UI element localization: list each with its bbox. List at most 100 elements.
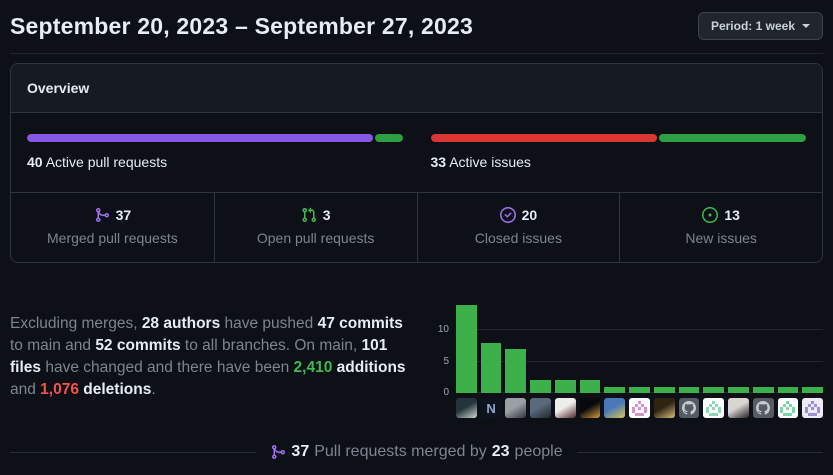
summary-segment: deletions bbox=[83, 381, 152, 398]
open-pull-requests-segment bbox=[374, 134, 403, 142]
commit-bar bbox=[703, 386, 725, 393]
summary-segment: to all branches. On main, bbox=[180, 337, 362, 354]
people-text: people bbox=[514, 443, 563, 460]
stat-label: Open pull requests bbox=[256, 230, 375, 246]
stat-open-pull-requests: 3 Open pull requests bbox=[213, 193, 417, 262]
commit-bar bbox=[579, 380, 601, 393]
author-avatars: N bbox=[456, 398, 824, 418]
stat-label: Merged pull requests bbox=[47, 230, 178, 246]
commit-bar bbox=[505, 349, 527, 393]
author-avatar[interactable] bbox=[554, 398, 576, 418]
summary-segment: 1,076 bbox=[40, 381, 79, 398]
active-pull-requests-text: Active pull requests bbox=[45, 154, 168, 170]
pull-requests-meter-block: 40 Active pull requests bbox=[27, 134, 403, 170]
summary-segment: to main and bbox=[10, 337, 96, 354]
issues-meter bbox=[430, 134, 806, 142]
people-count: 23 bbox=[491, 443, 510, 460]
author-avatar[interactable] bbox=[777, 398, 799, 418]
active-pull-requests-count: 40 bbox=[27, 154, 43, 170]
git-merge-icon bbox=[95, 207, 109, 223]
activity-section: Excluding merges, 28 authors have pushed… bbox=[10, 296, 824, 418]
page-header: September 20, 2023 – September 27, 2023 … bbox=[10, 0, 823, 54]
author-avatar[interactable]: N bbox=[480, 398, 502, 418]
merged-count: 37 bbox=[291, 443, 310, 460]
commit-bar bbox=[777, 386, 799, 393]
period-dropdown-label: Period: 1 week bbox=[710, 19, 795, 33]
commit-bar bbox=[480, 342, 502, 393]
active-issues-count: 33 bbox=[430, 154, 447, 170]
issue-opened-icon bbox=[702, 207, 719, 223]
active-issues-text: Active issues bbox=[449, 154, 531, 170]
author-avatar[interactable] bbox=[728, 398, 749, 418]
new-issues-segment bbox=[658, 134, 806, 142]
author-avatar[interactable] bbox=[530, 398, 551, 418]
commit-bar bbox=[678, 386, 700, 393]
commit-bar bbox=[728, 386, 749, 393]
divider-line bbox=[10, 451, 257, 453]
author-avatar[interactable] bbox=[752, 398, 774, 418]
merged-by-row: 37 Pull requests merged by 23 people bbox=[10, 443, 824, 461]
author-avatar[interactable] bbox=[653, 398, 675, 418]
chevron-down-icon bbox=[802, 24, 810, 28]
summary-segment: and bbox=[10, 381, 41, 398]
stats-row: 37 Merged pull requests 3 Open pull requ… bbox=[11, 192, 822, 262]
stat-value: 20 bbox=[521, 207, 538, 223]
author-avatar[interactable] bbox=[802, 398, 824, 418]
gridline bbox=[456, 360, 823, 362]
commit-bar bbox=[554, 380, 576, 393]
issues-meter-block: 33 Active issues bbox=[430, 134, 807, 170]
commit-bar bbox=[802, 386, 824, 393]
git-pull-request-icon bbox=[302, 207, 316, 223]
bars bbox=[456, 296, 824, 393]
gridline bbox=[456, 329, 823, 331]
stat-merged-pull-requests: 37 Merged pull requests bbox=[11, 193, 214, 262]
author-avatar[interactable] bbox=[629, 398, 650, 418]
stat-value: 37 bbox=[115, 207, 132, 223]
summary-segment: have changed and there have been bbox=[41, 359, 294, 376]
author-avatar[interactable] bbox=[579, 398, 601, 418]
closed-issues-segment bbox=[430, 134, 657, 142]
tab-overview[interactable]: Overview bbox=[27, 80, 90, 96]
git-merge-icon bbox=[272, 444, 286, 460]
commits-bar-chart: 0 5 10 N bbox=[428, 296, 824, 418]
pull-requests-meter bbox=[27, 134, 403, 142]
commit-bar bbox=[604, 386, 626, 393]
summary-segment: . bbox=[151, 381, 156, 398]
summary-segment: additions bbox=[336, 359, 406, 376]
merged-by-text: Pull requests merged by bbox=[314, 443, 487, 460]
commit-bar bbox=[530, 380, 551, 393]
merged-pull-requests-segment bbox=[27, 134, 373, 142]
summary-segment: 47 commits bbox=[317, 315, 403, 332]
author-avatar[interactable] bbox=[678, 398, 700, 418]
commit-summary: Excluding merges, 28 authors have pushed… bbox=[10, 296, 420, 418]
commit-bar bbox=[653, 386, 675, 393]
author-avatar[interactable] bbox=[604, 398, 626, 418]
summary-segment: 52 commits bbox=[95, 337, 181, 354]
active-issues-label: 33 Active issues bbox=[431, 154, 807, 170]
page-title: September 20, 2023 – September 27, 2023 bbox=[10, 12, 473, 39]
chart-plot: 0 5 10 bbox=[438, 296, 824, 398]
summary-segment: 28 authors bbox=[141, 315, 221, 332]
overview-panel: Overview 40 Active pull requests 33 Acti… bbox=[10, 63, 823, 263]
stat-label: New issues bbox=[685, 230, 757, 246]
active-pull-requests-label: 40 Active pull requests bbox=[27, 154, 403, 170]
period-dropdown-button[interactable]: Period: 1 week bbox=[697, 12, 823, 40]
author-avatar[interactable] bbox=[505, 398, 527, 418]
author-avatar[interactable] bbox=[703, 398, 725, 418]
divider-line bbox=[576, 451, 824, 453]
stat-value: 13 bbox=[724, 207, 740, 223]
y-axis-tick-label: 10 bbox=[437, 324, 449, 336]
summary-segment: have pushed bbox=[220, 315, 318, 332]
author-avatar[interactable] bbox=[456, 398, 477, 418]
commit-bar bbox=[456, 305, 477, 393]
meters-row: 40 Active pull requests 33 Active issues bbox=[11, 113, 822, 192]
summary-segment: Excluding merges, bbox=[10, 315, 142, 332]
summary-segment: 101 files bbox=[10, 337, 388, 376]
stat-value: 3 bbox=[322, 207, 331, 223]
stat-closed-issues: 20 Closed issues bbox=[416, 193, 620, 262]
commit-bar bbox=[629, 386, 650, 393]
summary-segment: 2,410 bbox=[293, 359, 333, 376]
merged-by-content: 37 Pull requests merged by 23 people bbox=[256, 443, 576, 461]
y-axis-tick-label: 0 bbox=[443, 387, 449, 398]
panel-header: Overview bbox=[11, 64, 822, 113]
